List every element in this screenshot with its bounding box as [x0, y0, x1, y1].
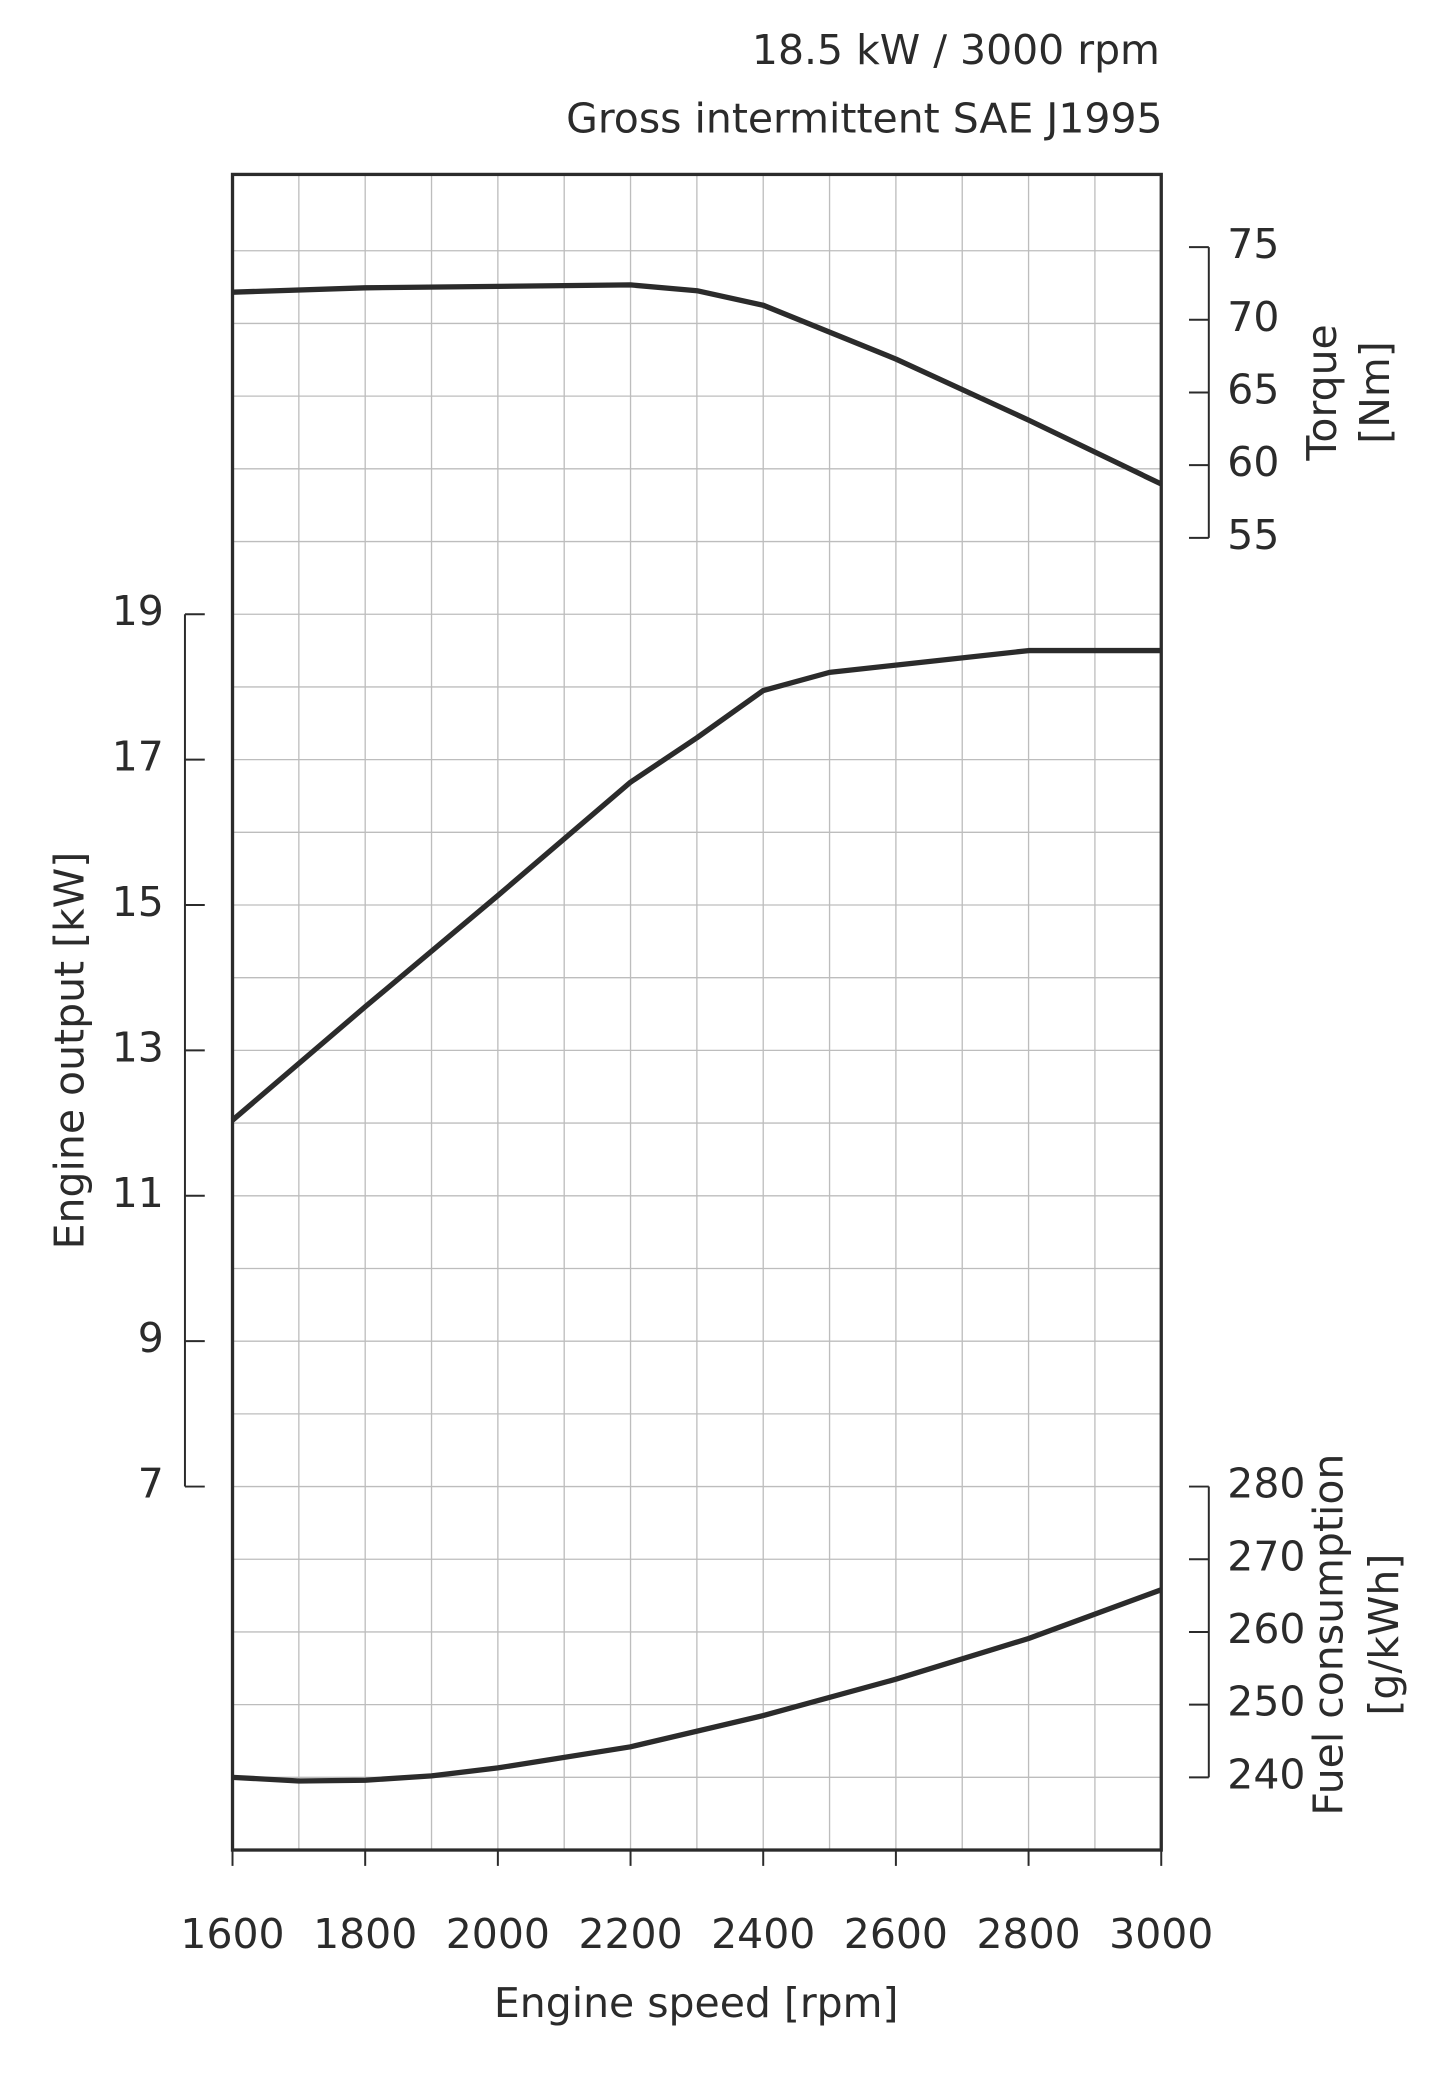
y-tick-label: 19	[112, 587, 164, 635]
y2-tick-label: 60	[1227, 438, 1279, 486]
x-tick-label: 1600	[180, 1910, 284, 1958]
y3-axis-label: [g/kWh]	[1360, 1554, 1408, 1716]
y2-axis-label: Torque	[1298, 324, 1346, 461]
y3-tick-label: 260	[1227, 1605, 1305, 1653]
chart-title: 18.5 kW / 3000 rpm	[752, 26, 1160, 74]
series-line	[230, 647, 1162, 1123]
x-tick-label: 1800	[313, 1910, 417, 1958]
y2-tick-label: 75	[1227, 220, 1279, 268]
x-tick-label: 2200	[578, 1910, 682, 1958]
x-tick-label: 2600	[844, 1910, 948, 1958]
x-tick-label: 3000	[1109, 1910, 1213, 1958]
y2-tick-label: 70	[1227, 293, 1279, 341]
series-line	[232, 1587, 1163, 1784]
x-tick-label: 2800	[976, 1910, 1080, 1958]
y-tick-label: 15	[112, 878, 164, 926]
y3-tick-label: 240	[1227, 1750, 1305, 1798]
y-tick-label: 7	[138, 1460, 164, 1508]
y-tick-label: 11	[112, 1169, 164, 1217]
y3-axis-label: Fuel consumption	[1305, 1454, 1353, 1816]
y-axis-label: Engine output [kW]	[46, 852, 94, 1250]
plot-frame	[230, 172, 1163, 1852]
y3-tick-label: 250	[1227, 1678, 1305, 1726]
y-tick-label: 13	[112, 1023, 164, 1071]
y-tick-label: 9	[138, 1314, 164, 1362]
y3-tick-label: 270	[1227, 1532, 1305, 1580]
y3-tick-label: 280	[1227, 1460, 1305, 1508]
y-tick-label: 17	[112, 733, 164, 781]
y2-tick-label: 65	[1227, 365, 1279, 413]
x-tick-label: 2400	[711, 1910, 815, 1958]
y2-axis-label: [Nm]	[1351, 341, 1399, 443]
chart-subtitle: Gross intermittent SAE J1995	[566, 95, 1162, 143]
y2-tick-label: 55	[1227, 511, 1279, 559]
series-line	[232, 282, 1163, 487]
x-tick-label: 2000	[446, 1910, 550, 1958]
x-axis-label: Engine speed [rpm]	[494, 1979, 899, 2027]
